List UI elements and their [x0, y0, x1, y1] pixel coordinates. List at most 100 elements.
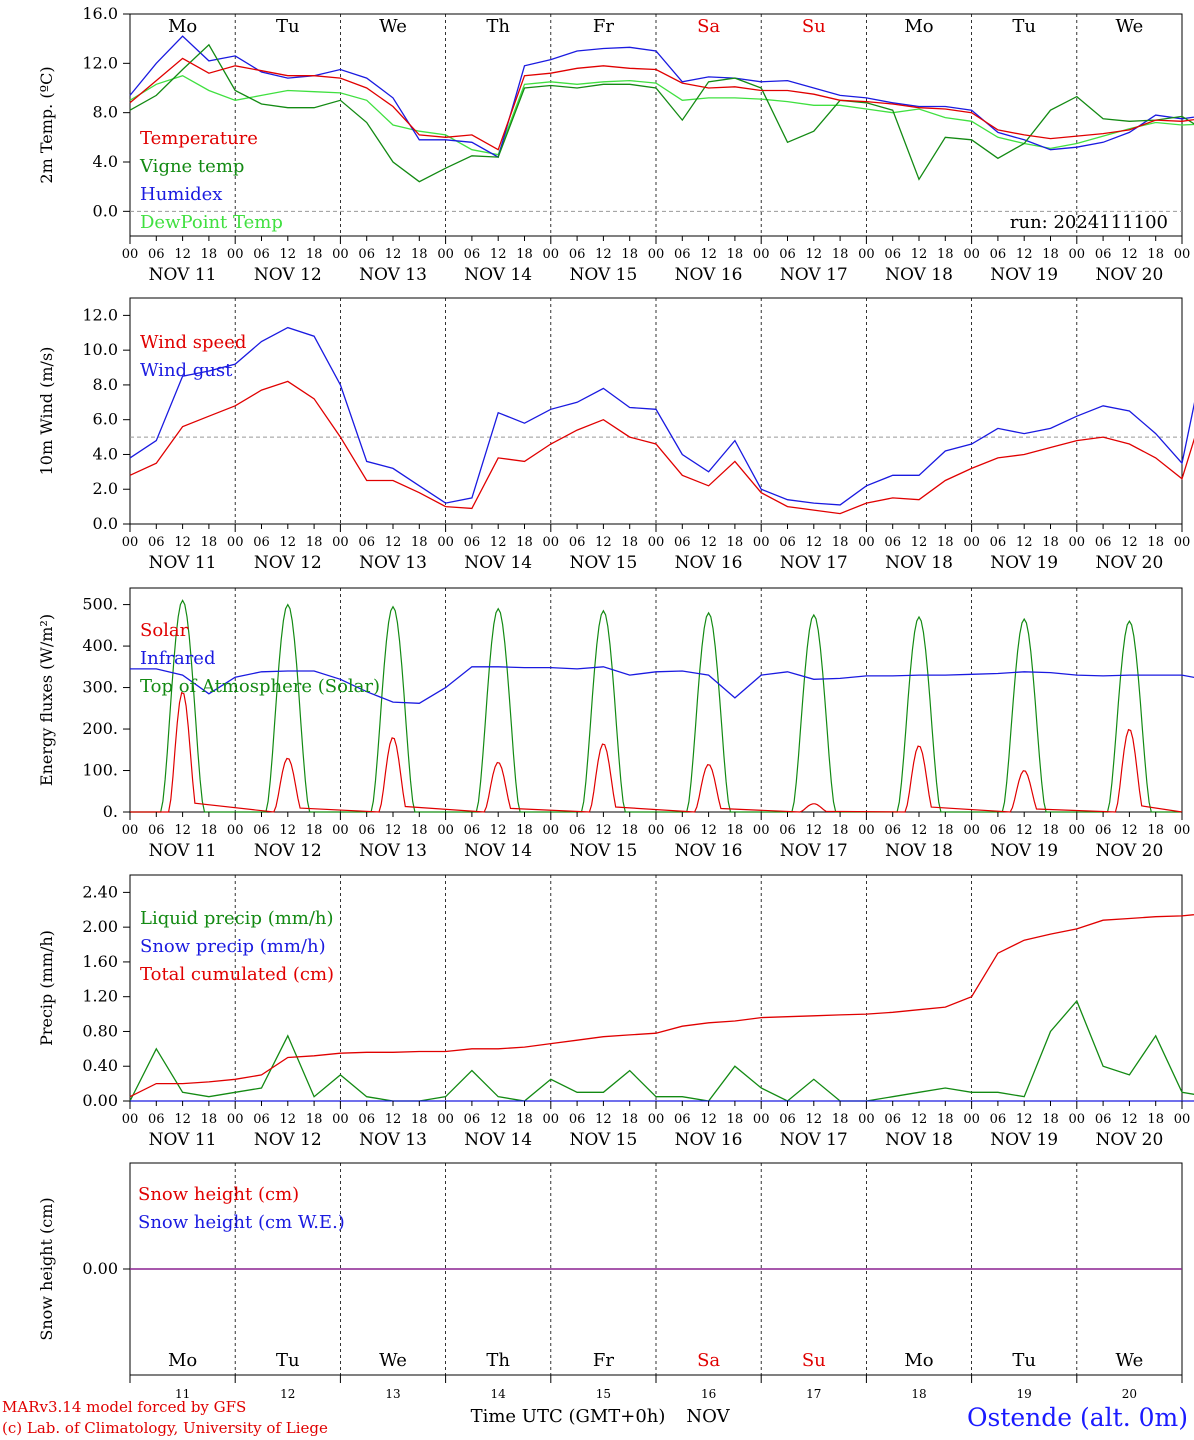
hour-tick-label: 00 — [332, 535, 349, 550]
day-number: 18 — [911, 1387, 926, 1401]
date-label: NOV 19 — [990, 841, 1058, 861]
hour-tick-label: 12 — [806, 247, 823, 262]
hour-tick-label: 00 — [227, 247, 244, 262]
hour-tick-label: 00 — [648, 823, 665, 838]
weekday-label: Tu — [276, 16, 300, 37]
series-line-total-cumulated — [129, 914, 1194, 1098]
hour-tick-label: 12 — [1016, 1112, 1033, 1127]
hour-tick-label: 00 — [1174, 823, 1191, 838]
date-label: NOV 14 — [464, 265, 532, 285]
hour-tick-label: 12 — [1121, 247, 1138, 262]
hour-tick-label: 06 — [884, 823, 901, 838]
date-label: NOV 20 — [1095, 553, 1163, 573]
hour-tick-label: 18 — [411, 535, 428, 550]
hour-tick-label: 18 — [727, 1112, 744, 1127]
y-tick-label: 10.0 — [82, 340, 118, 359]
legend-entry: Snow height (cm W.E.) — [138, 1212, 345, 1233]
hour-tick-label: 18 — [516, 535, 533, 550]
date-label: NOV 17 — [780, 1130, 848, 1150]
weekday-label: Fr — [593, 16, 614, 37]
hour-tick-label: 00 — [122, 535, 139, 550]
hour-tick-label: 00 — [543, 823, 560, 838]
legend-entry: Temperature — [140, 128, 258, 149]
hour-tick-label: 06 — [674, 823, 691, 838]
hour-tick-label: 06 — [990, 535, 1007, 550]
hour-tick-label: 06 — [779, 247, 796, 262]
date-label: NOV 17 — [780, 265, 848, 285]
hour-tick-label: 18 — [1042, 247, 1059, 262]
hour-tick-label: 18 — [201, 823, 218, 838]
date-label: NOV 18 — [885, 1130, 953, 1150]
legend-entry: Liquid precip (mm/h) — [140, 908, 334, 929]
hour-tick-label: 12 — [700, 1112, 717, 1127]
hour-tick-label: 18 — [1147, 1112, 1164, 1127]
day-number: 17 — [806, 1387, 821, 1401]
legend-entry: Snow height (cm) — [138, 1184, 299, 1205]
hour-tick-label: 06 — [674, 1112, 691, 1127]
day-number: 14 — [491, 1387, 507, 1401]
hour-tick-label: 00 — [332, 823, 349, 838]
hour-tick-label: 00 — [437, 1112, 454, 1127]
legend-entry: Vigne temp — [139, 156, 244, 177]
hour-tick-label: 00 — [1174, 535, 1191, 550]
hour-tick-label: 12 — [911, 535, 928, 550]
hour-tick-label: 00 — [858, 823, 875, 838]
hour-tick-label: 18 — [937, 247, 954, 262]
hour-tick-label: 00 — [227, 1112, 244, 1127]
hour-tick-label: 06 — [674, 535, 691, 550]
date-label: NOV 12 — [254, 841, 322, 861]
hour-tick-label: 18 — [832, 823, 849, 838]
hour-tick-label: 18 — [411, 823, 428, 838]
date-label: NOV 13 — [359, 1130, 427, 1150]
hour-tick-label: 06 — [884, 1112, 901, 1127]
hour-tick-label: 00 — [753, 823, 770, 838]
hour-tick-label: 18 — [727, 247, 744, 262]
hour-tick-label: 18 — [937, 1112, 954, 1127]
hour-tick-label: 06 — [253, 535, 270, 550]
legend-entry: DewPoint Temp — [140, 212, 283, 233]
weekday-label: Mo — [904, 1350, 933, 1371]
date-label: NOV 18 — [885, 841, 953, 861]
date-label: NOV 11 — [149, 553, 217, 573]
panel-1 — [129, 13, 1183, 237]
run-annotation: run: 2024111100 — [1010, 212, 1168, 233]
hour-tick-label: 00 — [648, 247, 665, 262]
hour-tick-label: 06 — [1095, 1112, 1112, 1127]
y-tick-label: 0.0 — [93, 201, 118, 220]
y-tick-label: 8.0 — [93, 375, 118, 394]
weekday-label: Mo — [168, 16, 197, 37]
legend-entry: Solar — [140, 620, 189, 641]
y-tick-label: 4.0 — [93, 444, 118, 463]
hour-tick-label: 12 — [1121, 535, 1138, 550]
hour-tick-label: 12 — [911, 823, 928, 838]
hour-tick-label: 18 — [621, 1112, 638, 1127]
y-axis-label: Snow height (cm) — [37, 1197, 56, 1340]
hour-tick-label: 06 — [884, 247, 901, 262]
hour-tick-label: 12 — [174, 535, 191, 550]
hour-tick-label: 00 — [122, 247, 139, 262]
hour-tick-label: 18 — [832, 247, 849, 262]
hour-tick-label: 12 — [490, 247, 507, 262]
hour-tick-label: 12 — [1016, 823, 1033, 838]
hour-tick-label: 00 — [963, 1112, 980, 1127]
weekday-label: We — [1116, 16, 1144, 37]
legend-entry: Snow precip (mm/h) — [140, 936, 326, 957]
hour-tick-label: 12 — [911, 247, 928, 262]
hour-tick-label: 00 — [227, 823, 244, 838]
y-axis-label: Energy fluxes (W/m²) — [37, 614, 56, 786]
hour-tick-label: 06 — [779, 535, 796, 550]
hour-tick-label: 00 — [332, 1112, 349, 1127]
hour-tick-label: 06 — [884, 535, 901, 550]
hour-tick-label: 12 — [490, 823, 507, 838]
hour-tick-label: 18 — [516, 247, 533, 262]
legend-entry: Humidex — [140, 184, 222, 205]
hour-tick-label: 18 — [1147, 535, 1164, 550]
date-label: NOV 15 — [569, 265, 637, 285]
hour-tick-label: 06 — [1095, 247, 1112, 262]
date-label: NOV 18 — [885, 553, 953, 573]
date-label: NOV 12 — [254, 1130, 322, 1150]
hour-tick-label: 18 — [1042, 535, 1059, 550]
hour-tick-label: 12 — [806, 1112, 823, 1127]
hour-tick-label: 00 — [122, 1112, 139, 1127]
date-label: NOV 20 — [1095, 1130, 1163, 1150]
